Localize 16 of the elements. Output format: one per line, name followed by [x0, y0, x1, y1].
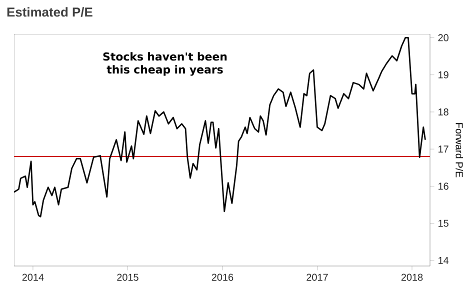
y-tick-label: 15	[438, 220, 448, 227]
y-tick-label: 18	[438, 108, 448, 116]
y-tick-label: 19	[438, 71, 448, 78]
y-tick-label: 16	[438, 182, 448, 190]
x-tick-label: 2017	[306, 274, 328, 281]
x-tick-label: 2015	[117, 274, 138, 281]
annotation: Stocks haven't been this cheap in years	[103, 52, 227, 76]
y-tick-label: 20	[438, 34, 448, 42]
line-series	[14, 37, 426, 218]
x-tick-label: 2018	[401, 274, 423, 281]
chart-title: Estimated P/E	[7, 7, 92, 17]
y-tick-label: 14	[438, 257, 449, 264]
y-axis-title: Forward P/E	[456, 123, 464, 178]
x-tick-label: 2016	[212, 274, 234, 281]
x-tick-label: 2014	[22, 274, 44, 281]
y-tick-label: 17	[438, 146, 448, 152]
